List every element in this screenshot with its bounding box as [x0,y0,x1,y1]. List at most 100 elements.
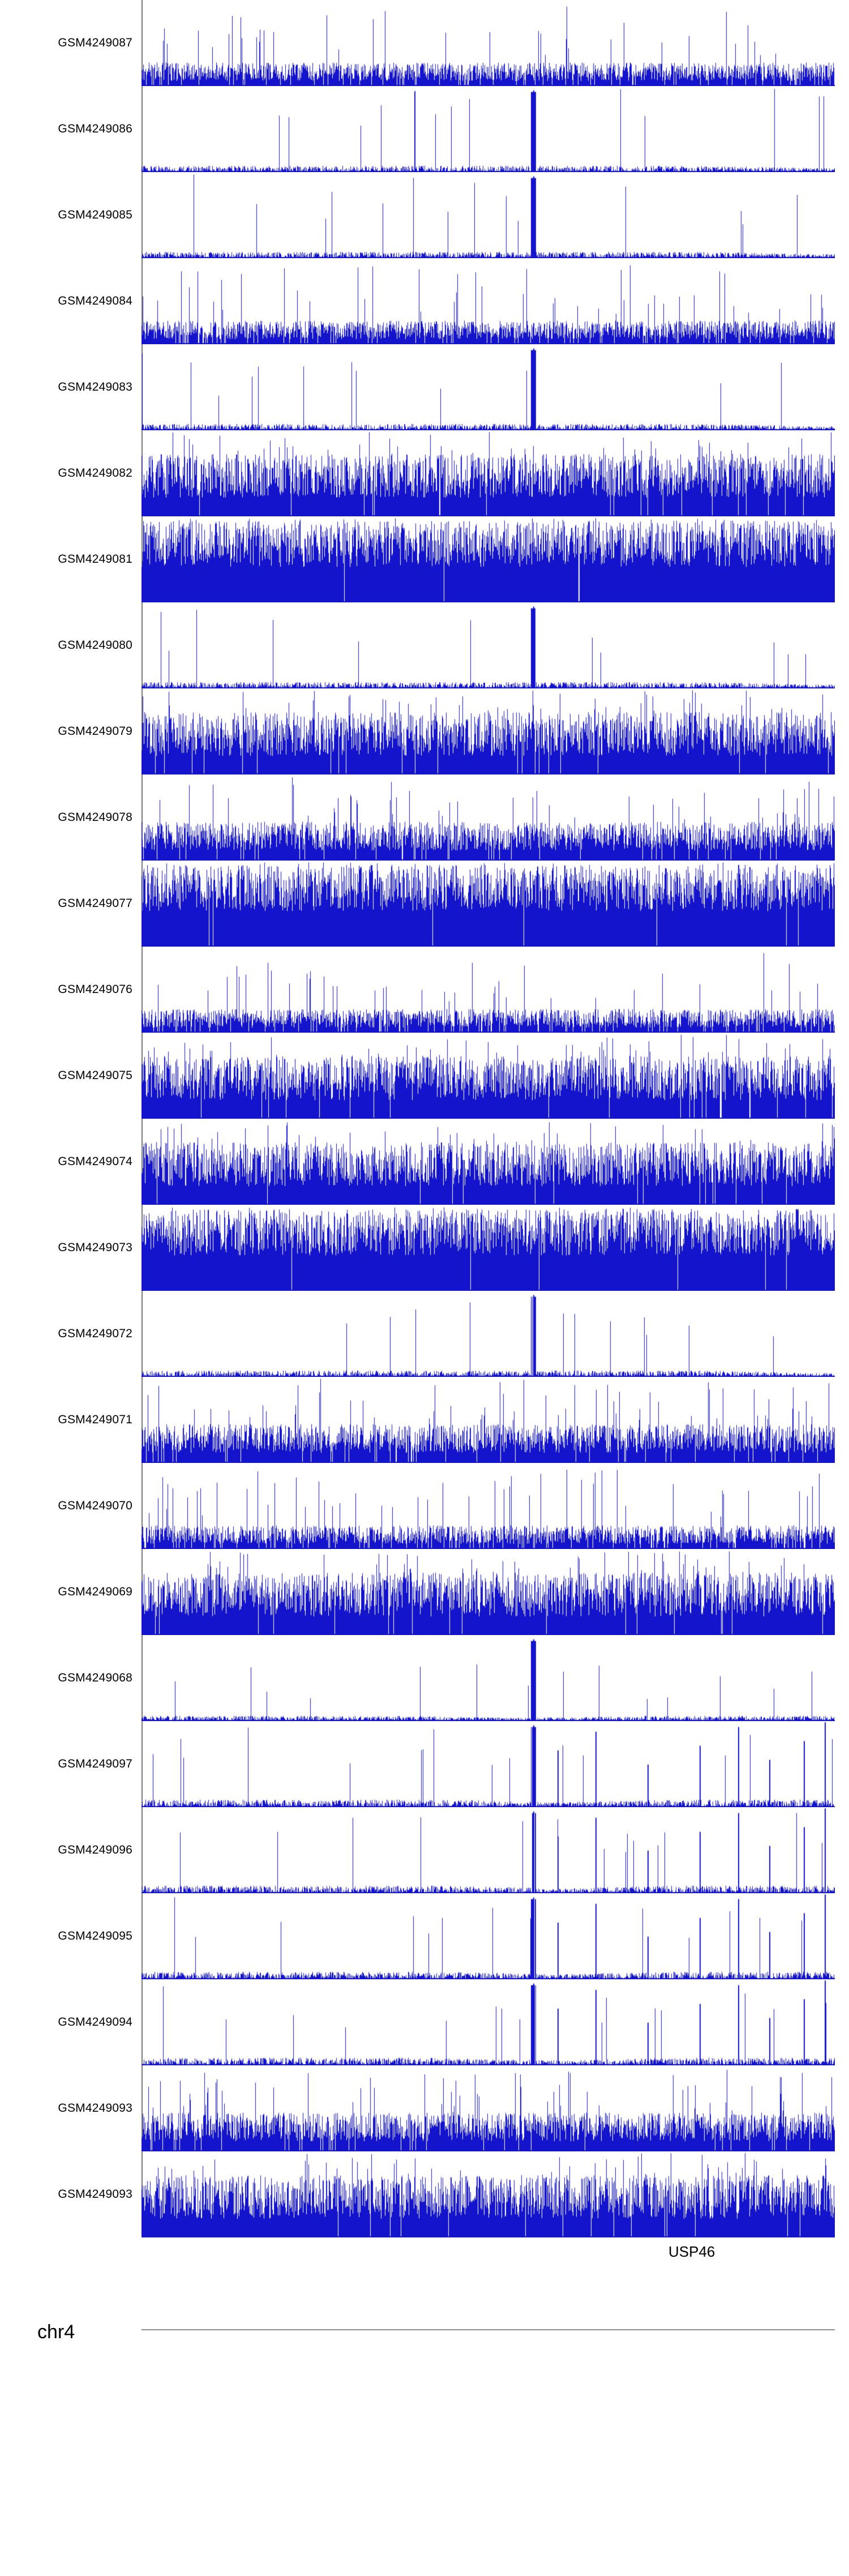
signal-track[interactable]: GSM4249081 50 [0,516,849,602]
track-label: GSM4249085 [58,208,132,221]
signal-track[interactable]: GSM4249070 150 [0,1463,849,1549]
signal-plot-area[interactable]: 50 [142,688,835,774]
track-label: GSM4249074 [58,1155,132,1168]
signal-track[interactable]: GSM4249096 480 [0,1807,849,1893]
signal-plot-area[interactable]: 210 [142,1033,835,1119]
signal-plot-area[interactable]: 100 [142,1377,835,1463]
track-label-cell: GSM4249077 [0,861,142,947]
signal-plot-area[interactable]: 850 [142,344,835,430]
track-label: GSM4249084 [58,294,132,307]
signal-track[interactable]: GSM4249073 170 [0,1205,849,1291]
signal-canvas [142,516,835,602]
signal-plot-area[interactable]: 430 [142,1721,835,1807]
signal-canvas [142,1549,835,1635]
track-label-cell: GSM4249079 [0,688,142,774]
signal-plot-area[interactable]: 390 [142,1291,835,1377]
signal-plot-area[interactable]: 170 [142,1205,835,1291]
signal-plot-area[interactable]: 130 [142,430,835,516]
signal-canvas [142,1721,835,1807]
signal-track[interactable]: GSM4249080 340 [0,602,849,688]
signal-canvas [142,688,835,774]
signal-canvas [142,172,835,258]
track-label-cell: GSM4249068 [0,1635,142,1721]
track-label-cell: GSM4249069 [0,1549,142,1635]
signal-track[interactable]: GSM4249085 520 [0,172,849,258]
track-label: GSM4249079 [58,725,132,738]
signal-track[interactable]: GSM4249079 50 [0,688,849,774]
signal-plot-area[interactable]: 480 [142,1807,835,1893]
signal-canvas [142,947,835,1033]
signal-canvas [142,1893,835,1979]
signal-track[interactable]: GSM4249086 670 [0,86,849,172]
signal-track[interactable]: GSM4249097 430 [0,1721,849,1807]
track-label-cell: GSM4249093 [0,2065,142,2151]
signal-track[interactable]: GSM4249084 200 [0,258,849,344]
track-label: GSM4249082 [58,467,132,480]
signal-plot-area[interactable]: 680 [142,1635,835,1721]
track-label-cell: GSM4249097 [0,1721,142,1807]
gene-annotation-track: USP46 [0,2237,849,2300]
track-label: GSM4249072 [58,1327,132,1340]
signal-canvas [142,2065,835,2151]
track-label: GSM4249071 [58,1413,132,1426]
signal-canvas [142,86,835,172]
signal-plot-area[interactable]: 120 [142,774,835,861]
signal-canvas [142,1033,835,1119]
track-label: GSM4249096 [58,1843,132,1856]
track-label-cell: GSM4249093 [0,2151,142,2237]
signal-plot-area[interactable]: 50 [142,516,835,602]
signal-track[interactable]: GSM4249069 60 [0,1549,849,1635]
signal-canvas [142,1635,835,1721]
signal-plot-area[interactable]: 370 [142,2065,835,2151]
signal-canvas [142,258,835,344]
signal-plot-area[interactable]: 480 [142,1893,835,1979]
signal-track[interactable]: GSM4249075 210 [0,1033,849,1119]
signal-track[interactable]: GSM4249082 130 [0,430,849,516]
signal-track[interactable]: GSM4249087 140 [0,0,849,86]
signal-track[interactable]: GSM4249078 120 [0,774,849,861]
signal-track[interactable]: GSM4249093 370 [0,2065,849,2151]
signal-track[interactable]: GSM4249071 100 [0,1377,849,1463]
signal-plot-area[interactable]: 680 [142,1979,835,2065]
signal-track[interactable]: GSM4249095 480 [0,1893,849,1979]
signal-plot-area[interactable]: 70 [142,947,835,1033]
chromosome-label: chr4 [37,2321,75,2343]
track-stack: GSM4249087140GSM4249086670GSM4249085520G… [0,0,849,2237]
track-label-cell: GSM4249086 [0,86,142,172]
track-label-cell: GSM4249082 [0,430,142,516]
signal-track[interactable]: GSM4249077 50 [0,861,849,947]
track-label: GSM4249087 [58,36,132,49]
signal-track[interactable]: GSM4249083 850 [0,344,849,430]
signal-plot-area[interactable]: 70 [142,1119,835,1205]
signal-track[interactable]: GSM4249074 70 [0,1119,849,1205]
signal-plot-area[interactable]: 140 [142,0,835,86]
signal-plot-area[interactable]: 340 [142,602,835,688]
signal-track[interactable]: GSM4249076 70 [0,947,849,1033]
signal-track[interactable]: GSM4249072 390 [0,1291,849,1377]
track-label-cell: GSM4249095 [0,1893,142,1979]
track-label: GSM4249094 [58,2016,132,2029]
signal-plot-area[interactable]: 670 [142,86,835,172]
signal-plot-area[interactable]: 520 [142,172,835,258]
track-label-cell: GSM4249083 [0,344,142,430]
signal-track[interactable]: GSM4249093 70 [0,2151,849,2237]
track-label-cell: GSM4249080 [0,602,142,688]
signal-plot-area[interactable]: 70 [142,2151,835,2237]
signal-track[interactable]: GSM4249068 680 [0,1635,849,1721]
signal-plot-area[interactable]: 200 [142,258,835,344]
signal-plot-area[interactable]: 50 [142,861,835,947]
signal-canvas [142,344,835,430]
signal-canvas [142,861,835,947]
signal-plot-area[interactable]: 150 [142,1463,835,1549]
track-label-cell: GSM4249078 [0,774,142,861]
track-label-cell: GSM4249084 [0,258,142,344]
track-label: GSM4249093 [58,2102,132,2115]
track-label: GSM4249075 [58,1069,132,1082]
signal-canvas [142,1377,835,1463]
signal-canvas [142,1807,835,1893]
signal-plot-area[interactable]: 60 [142,1549,835,1635]
signal-track[interactable]: GSM4249094 680 [0,1979,849,2065]
track-label: GSM4249078 [58,811,132,824]
track-label-cell: GSM4249070 [0,1463,142,1549]
